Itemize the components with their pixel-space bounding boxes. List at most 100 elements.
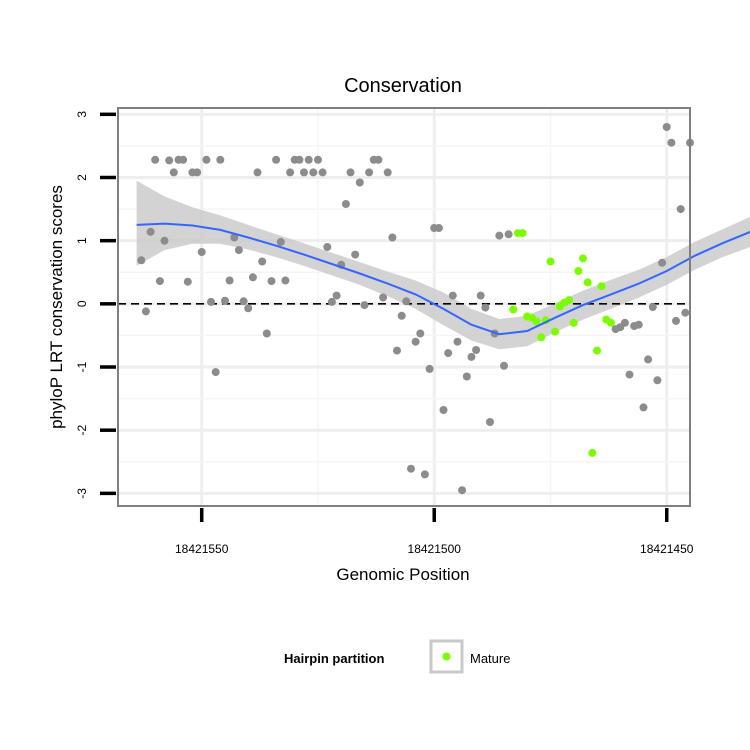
confidence-band xyxy=(136,180,750,350)
data-point-other xyxy=(179,155,188,164)
legend: Hairpin partition Mature xyxy=(284,639,510,674)
data-point-other xyxy=(625,370,634,379)
data-point-other xyxy=(351,250,360,259)
data-point-other xyxy=(383,168,392,177)
data-point-other xyxy=(323,243,332,251)
data-point-other xyxy=(225,276,234,285)
data-point-other xyxy=(276,237,285,246)
data-point-other xyxy=(411,337,420,346)
y-axis: -3 -2 -1 0 1 2 3 xyxy=(75,111,116,499)
panel-border xyxy=(117,107,691,507)
legend-mature-swatch xyxy=(442,652,451,661)
chart-title: Conservation xyxy=(344,75,462,97)
data-point-other xyxy=(439,406,448,414)
data-point-other xyxy=(374,155,383,164)
data-point-other xyxy=(300,168,308,177)
y-tick-label: 2 xyxy=(75,174,89,181)
data-point-other xyxy=(365,168,374,177)
data-point-other xyxy=(639,403,648,412)
data-point-other xyxy=(169,168,178,177)
y-tick-label: -2 xyxy=(75,425,89,436)
data-point-other xyxy=(467,352,476,361)
x-tick-label: 18421500 xyxy=(408,542,462,556)
y-axis-label: phyloP LRT conservation scores xyxy=(47,185,66,429)
data-point-mature xyxy=(606,318,615,327)
data-point-mature xyxy=(579,254,587,263)
data-point-mature xyxy=(532,317,541,326)
data-point-other xyxy=(216,155,225,164)
data-point-other xyxy=(379,293,388,302)
data-point-other xyxy=(644,355,653,364)
data-point-other xyxy=(221,296,229,305)
data-point-other xyxy=(183,277,192,286)
data-point-mature xyxy=(574,267,583,275)
data-point-other xyxy=(481,303,490,312)
data-point-other xyxy=(262,329,271,338)
y-tick-label: 3 xyxy=(75,111,89,118)
data-point-mature xyxy=(597,282,606,291)
x-tick-label: 18421450 xyxy=(640,542,694,556)
legend-title: Hairpin partition xyxy=(284,651,384,666)
data-point-other xyxy=(504,230,513,239)
data-point-other xyxy=(244,304,253,313)
data-point-other xyxy=(160,236,169,245)
data-point-other xyxy=(309,168,318,177)
y-tick-label: -3 xyxy=(75,488,89,499)
data-point-other xyxy=(648,303,657,311)
data-point-other xyxy=(676,205,685,214)
smooth-line xyxy=(136,222,750,336)
data-point-other xyxy=(448,291,457,300)
data-point-other xyxy=(234,246,243,255)
data-point-other xyxy=(295,155,304,164)
data-point-mature xyxy=(537,333,546,342)
data-point-other xyxy=(304,155,313,164)
data-point-other xyxy=(151,155,160,164)
x-tick-label: 18421550 xyxy=(175,542,229,556)
data-point-other xyxy=(155,277,164,286)
x-axis-label: Genomic Position xyxy=(336,565,469,584)
data-point-mature xyxy=(546,257,555,266)
data-point-mature xyxy=(593,346,601,355)
data-point-other xyxy=(272,155,281,164)
data-point-other xyxy=(360,301,369,310)
data-point-other xyxy=(658,258,667,267)
data-point-other xyxy=(407,464,415,473)
data-point-other xyxy=(239,297,248,306)
data-point-other xyxy=(314,155,322,164)
smooth-curve xyxy=(136,222,750,336)
data-point-other xyxy=(653,376,662,385)
data-point-other xyxy=(137,256,146,265)
data-point-other xyxy=(500,361,508,370)
data-point-other xyxy=(341,200,350,208)
data-point-other xyxy=(420,470,429,479)
data-point-other xyxy=(662,123,671,131)
data-point-other xyxy=(165,156,174,165)
data-point-other xyxy=(267,277,276,286)
data-point-other xyxy=(253,168,262,177)
data-point-mature xyxy=(569,318,578,327)
data-point-other xyxy=(453,337,462,346)
data-point-other xyxy=(476,291,485,300)
data-point-other xyxy=(434,224,443,232)
data-point-other xyxy=(318,168,327,177)
data-point-other xyxy=(393,346,401,355)
plot-panel xyxy=(117,107,750,507)
y-tick-label: 1 xyxy=(75,237,89,244)
data-point-other xyxy=(672,316,680,325)
data-point-other xyxy=(495,231,504,240)
data-point-other xyxy=(416,329,425,338)
data-point-other xyxy=(425,364,434,373)
data-point-mature xyxy=(518,229,527,238)
data-point-other xyxy=(230,233,239,242)
data-point-other xyxy=(258,257,267,266)
data-point-other xyxy=(346,168,355,177)
legend-label-mature: Mature xyxy=(470,651,510,666)
data-point-mature xyxy=(551,327,560,336)
data-point-mature xyxy=(509,305,518,314)
data-point-other xyxy=(207,297,215,306)
y-tick-label: -1 xyxy=(75,361,89,372)
data-point-other xyxy=(402,297,411,306)
data-point-other xyxy=(327,297,336,306)
y-tick-label: 0 xyxy=(75,300,89,307)
